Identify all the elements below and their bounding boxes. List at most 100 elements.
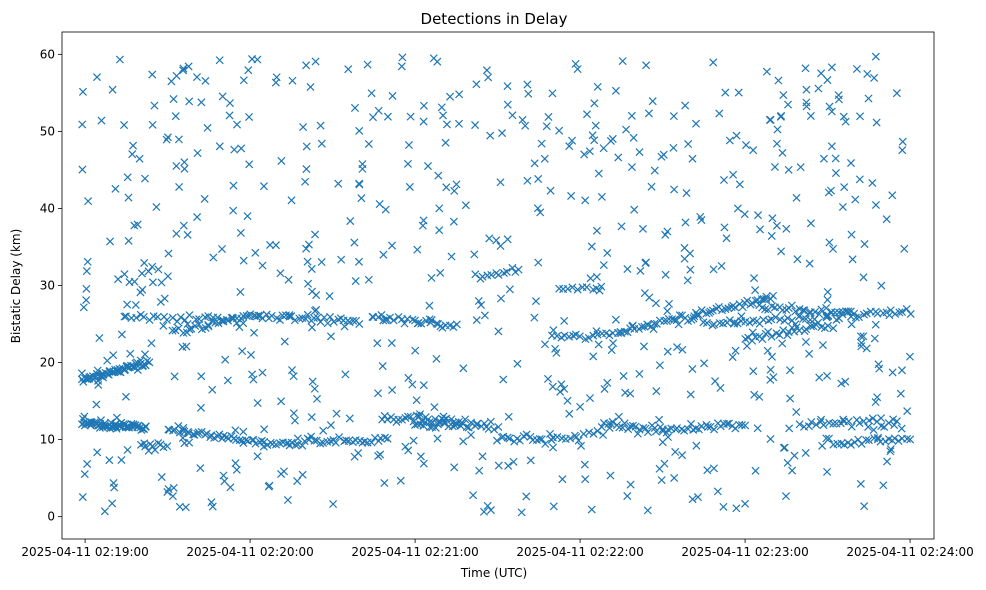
detection-marker bbox=[838, 310, 847, 319]
detection-marker bbox=[573, 65, 582, 74]
detection-marker bbox=[239, 311, 248, 320]
detection-marker bbox=[818, 341, 827, 350]
detection-marker bbox=[902, 304, 911, 313]
detection-marker bbox=[249, 375, 258, 384]
detection-marker bbox=[788, 466, 797, 475]
detection-marker bbox=[503, 235, 512, 244]
detection-marker bbox=[78, 120, 87, 129]
detection-marker bbox=[749, 146, 758, 155]
detection-marker bbox=[795, 311, 804, 320]
detection-marker bbox=[295, 314, 304, 323]
detection-marker bbox=[514, 265, 523, 274]
detection-marker bbox=[857, 342, 866, 351]
detection-marker bbox=[225, 111, 234, 120]
detection-marker bbox=[304, 240, 313, 249]
detection-marker bbox=[678, 451, 687, 460]
detection-marker bbox=[260, 425, 269, 434]
detection-marker bbox=[892, 417, 901, 426]
detection-marker bbox=[678, 345, 687, 354]
detection-marker bbox=[503, 100, 512, 109]
detection-marker bbox=[767, 352, 777, 361]
detection-marker bbox=[133, 220, 142, 229]
detection-marker bbox=[499, 375, 508, 384]
detection-marker bbox=[670, 185, 679, 194]
detection-marker bbox=[733, 204, 742, 213]
detection-marker bbox=[626, 389, 635, 398]
detection-marker bbox=[857, 339, 866, 348]
detection-marker bbox=[620, 419, 629, 428]
detection-marker bbox=[709, 58, 718, 67]
detection-marker bbox=[157, 278, 166, 287]
detection-marker bbox=[325, 292, 334, 301]
detection-marker bbox=[229, 434, 238, 443]
detection-marker bbox=[711, 377, 720, 386]
detection-marker bbox=[82, 267, 91, 276]
detection-marker bbox=[307, 413, 316, 422]
detection-marker bbox=[817, 305, 826, 314]
detection-marker bbox=[108, 85, 117, 94]
detection-marker bbox=[494, 270, 503, 279]
detection-marker bbox=[767, 231, 776, 240]
detection-marker bbox=[355, 180, 364, 189]
detection-marker bbox=[663, 347, 672, 356]
detection-marker bbox=[817, 69, 826, 78]
detection-marker bbox=[783, 458, 792, 467]
detection-marker bbox=[681, 101, 690, 110]
detection-marker bbox=[162, 315, 171, 325]
detection-marker bbox=[730, 318, 739, 327]
detection-marker bbox=[731, 346, 740, 355]
detection-marker bbox=[239, 76, 248, 85]
detection-marker bbox=[883, 457, 892, 466]
detection-marker bbox=[772, 221, 781, 230]
detection-marker bbox=[802, 102, 811, 111]
detection-marker bbox=[350, 103, 359, 112]
detection-marker bbox=[531, 297, 541, 306]
detection-marker bbox=[691, 308, 700, 317]
detection-marker bbox=[211, 318, 220, 327]
detection-marker bbox=[580, 150, 589, 159]
detection-marker bbox=[768, 214, 777, 223]
detection-marker bbox=[661, 270, 670, 279]
detection-marker bbox=[648, 97, 657, 106]
detection-marker bbox=[284, 275, 293, 284]
detection-marker bbox=[738, 303, 747, 312]
detection-marker bbox=[537, 435, 546, 444]
detection-marker bbox=[301, 177, 310, 186]
detection-marker bbox=[355, 319, 364, 329]
detection-marker bbox=[628, 421, 637, 430]
detection-marker bbox=[266, 240, 275, 249]
detection-marker bbox=[576, 402, 585, 411]
detection-marker bbox=[672, 424, 681, 433]
detection-marker bbox=[824, 188, 833, 197]
detection-marker bbox=[888, 191, 897, 200]
detection-marker bbox=[754, 211, 763, 220]
detection-marker bbox=[271, 241, 280, 250]
detection-marker bbox=[864, 94, 873, 103]
detection-marker bbox=[877, 281, 886, 290]
detection-marker bbox=[432, 319, 441, 328]
detection-marker bbox=[496, 178, 505, 187]
detection-marker bbox=[568, 136, 577, 145]
detection-marker bbox=[231, 435, 241, 445]
detection-marker bbox=[848, 255, 857, 264]
detection-marker bbox=[595, 286, 604, 295]
detection-marker bbox=[236, 228, 245, 237]
detection-marker bbox=[435, 226, 444, 235]
detection-marker bbox=[494, 422, 503, 431]
detection-marker bbox=[241, 436, 250, 445]
detection-marker bbox=[373, 339, 382, 348]
detection-marker bbox=[326, 332, 336, 341]
detection-marker bbox=[855, 175, 864, 184]
detection-marker bbox=[486, 417, 495, 426]
detection-marker bbox=[793, 255, 802, 264]
detection-marker bbox=[860, 502, 869, 511]
detection-marker bbox=[355, 126, 364, 135]
detection-marker bbox=[87, 418, 96, 427]
detection-marker bbox=[105, 456, 114, 465]
detection-marker bbox=[364, 275, 373, 284]
detection-marker bbox=[784, 100, 793, 109]
detection-marker bbox=[589, 429, 598, 438]
detection-marker bbox=[403, 159, 412, 168]
detection-marker bbox=[196, 403, 205, 412]
detection-marker bbox=[403, 412, 413, 421]
